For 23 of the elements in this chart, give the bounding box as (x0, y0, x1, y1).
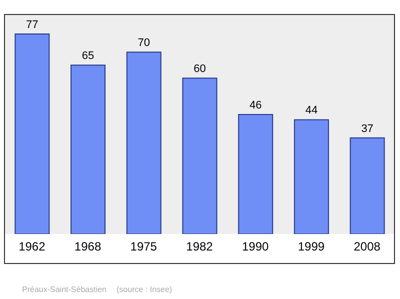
bar (294, 119, 329, 234)
bar (14, 34, 50, 234)
x-tick-label: 1975 (130, 240, 158, 254)
data-label: 77 (26, 19, 38, 31)
x-tick-label: 1982 (186, 240, 214, 254)
bar (126, 52, 162, 234)
x-tick-label: 1968 (74, 240, 102, 254)
data-label: 37 (361, 122, 374, 135)
data-label: 70 (138, 37, 150, 50)
bar (238, 114, 274, 234)
data-label: 65 (82, 50, 94, 62)
x-tick-label: 1999 (298, 240, 325, 254)
text: Préaux-Saint-Sébastien (22, 285, 106, 294)
data-label: 44 (305, 104, 318, 117)
bar (70, 64, 106, 234)
bar (350, 137, 385, 234)
bar (182, 78, 218, 234)
data-label: 46 (249, 100, 262, 112)
data-label: 60 (194, 63, 206, 76)
text: (source : Insee) (116, 285, 172, 294)
x-tick-label: 2008 (354, 240, 381, 254)
x-tick-label: 1990 (242, 240, 270, 254)
x-tick-label: 1962 (18, 240, 46, 254)
